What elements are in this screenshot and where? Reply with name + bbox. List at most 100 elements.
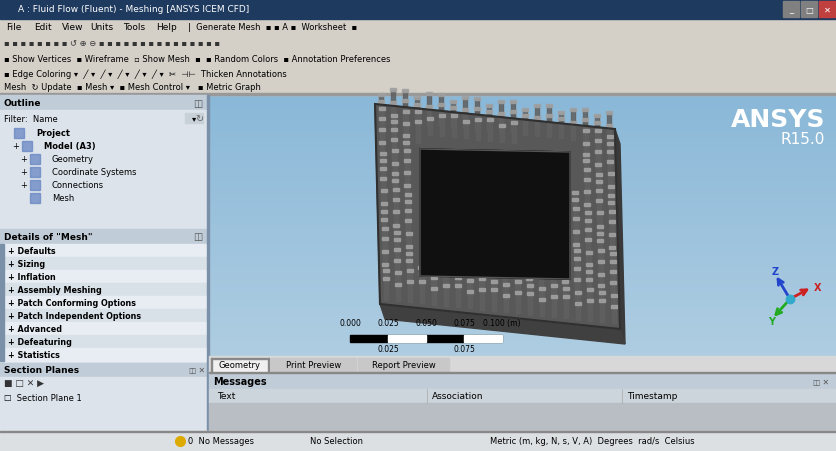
Bar: [585, 263, 591, 266]
Bar: [209, 330, 836, 331]
Bar: [380, 189, 386, 192]
Bar: [209, 129, 836, 130]
Bar: [415, 123, 420, 144]
Bar: [209, 339, 836, 340]
Bar: [533, 105, 539, 108]
Bar: [551, 286, 555, 308]
Bar: [381, 191, 385, 210]
Text: 0.075: 0.075: [452, 344, 474, 353]
Bar: [585, 221, 589, 241]
Bar: [209, 304, 836, 305]
Bar: [209, 269, 836, 271]
Bar: [573, 219, 577, 240]
Bar: [426, 106, 432, 108]
Bar: [419, 269, 423, 284]
Bar: [405, 233, 411, 235]
Bar: [209, 239, 836, 240]
Bar: [414, 111, 421, 114]
Bar: [209, 374, 836, 389]
Bar: [584, 219, 590, 222]
Bar: [209, 104, 836, 105]
Bar: [594, 124, 599, 143]
Bar: [209, 364, 836, 365]
Bar: [404, 152, 408, 173]
Bar: [546, 115, 552, 118]
Bar: [490, 288, 497, 291]
Bar: [209, 347, 836, 348]
Bar: [209, 147, 836, 149]
Text: ■ □ ✕ ▶: ■ □ ✕ ▶: [4, 379, 44, 388]
Text: X: X: [813, 282, 820, 292]
Bar: [562, 296, 568, 299]
Bar: [571, 124, 574, 140]
Bar: [394, 271, 400, 274]
Bar: [439, 117, 443, 137]
Bar: [185, 114, 203, 124]
Bar: [426, 335, 502, 342]
Bar: [466, 280, 472, 283]
Bar: [587, 290, 591, 311]
Bar: [597, 228, 601, 243]
Bar: [209, 389, 836, 403]
Bar: [606, 136, 612, 139]
Bar: [393, 211, 399, 213]
Text: Text: Text: [217, 391, 235, 400]
Bar: [527, 279, 531, 295]
Bar: [30, 193, 40, 203]
Bar: [209, 324, 836, 325]
Bar: [442, 284, 448, 287]
Bar: [381, 218, 387, 221]
Bar: [209, 290, 836, 291]
Bar: [609, 271, 615, 274]
Text: View: View: [62, 23, 84, 32]
Bar: [392, 179, 398, 183]
Bar: [535, 119, 538, 137]
Bar: [461, 97, 467, 100]
Bar: [595, 132, 599, 153]
Text: Mesh  ↻ Update  ▪ Mesh ▾  ▪ Mesh Control ▾   ▪ Metric Graph: Mesh ↻ Update ▪ Mesh ▾ ▪ Mesh Control ▾ …: [4, 83, 261, 92]
Bar: [209, 110, 836, 111]
Bar: [527, 267, 531, 285]
Bar: [209, 206, 836, 207]
Bar: [209, 96, 836, 97]
Bar: [383, 271, 387, 290]
Bar: [534, 106, 538, 127]
Bar: [209, 328, 836, 329]
Bar: [492, 290, 495, 311]
Text: Report Preview: Report Preview: [372, 361, 436, 370]
Bar: [490, 273, 496, 276]
Bar: [611, 297, 615, 314]
Bar: [438, 104, 444, 106]
Text: 0.100 (m): 0.100 (m): [482, 318, 520, 327]
Bar: [582, 143, 589, 146]
Bar: [209, 350, 836, 351]
Bar: [209, 253, 836, 254]
Bar: [209, 103, 836, 104]
Text: Geometry: Geometry: [219, 361, 261, 370]
Bar: [0, 322, 206, 335]
Bar: [401, 90, 408, 93]
Bar: [380, 120, 384, 140]
Bar: [209, 115, 836, 116]
Bar: [538, 263, 543, 266]
Bar: [209, 308, 836, 309]
Bar: [404, 137, 408, 153]
Bar: [381, 179, 385, 200]
Bar: [209, 291, 836, 292]
Bar: [549, 267, 555, 270]
Bar: [391, 131, 395, 152]
Bar: [609, 253, 615, 256]
Bar: [209, 258, 836, 259]
Bar: [395, 283, 400, 286]
Bar: [404, 125, 407, 143]
Bar: [209, 112, 836, 113]
Bar: [573, 257, 579, 260]
Bar: [606, 151, 613, 154]
Text: A : Fluid Flow (Fluent) - Meshing [ANSYS ICEM CFD]: A : Fluid Flow (Fluent) - Meshing [ANSYS…: [18, 5, 249, 14]
Text: Z: Z: [771, 267, 778, 276]
Bar: [818, 2, 834, 18]
Bar: [584, 179, 589, 181]
Bar: [597, 249, 603, 253]
Bar: [586, 240, 589, 261]
Bar: [522, 110, 527, 125]
